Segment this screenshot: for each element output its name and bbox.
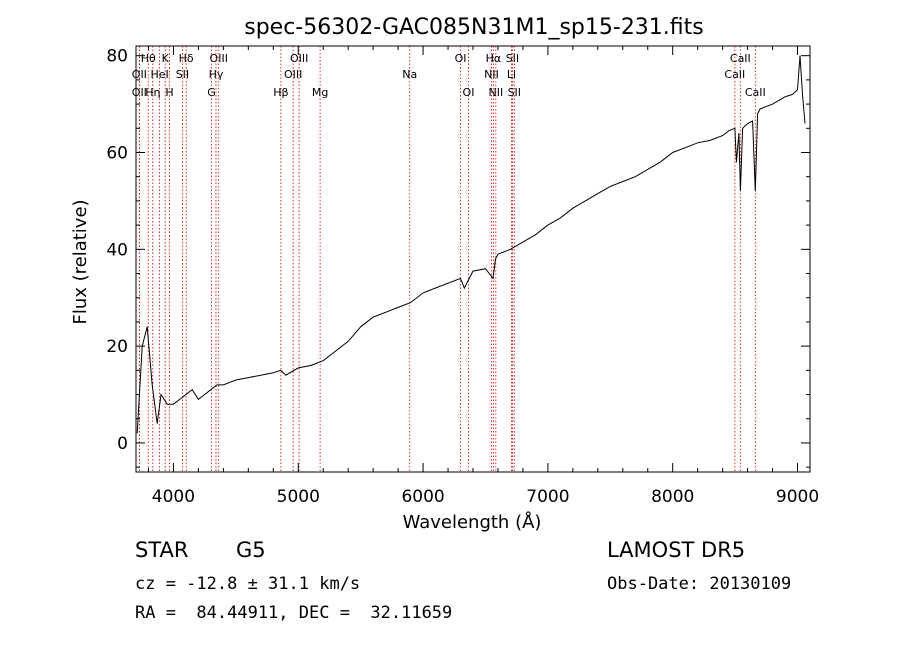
spectral-line-label: Mg	[312, 86, 328, 99]
spectral-line-label: OIII	[284, 68, 302, 81]
x-tick-label: 9000	[776, 487, 819, 507]
spectral-line-label: SII	[506, 52, 519, 65]
y-axis-label: Flux (relative)	[70, 199, 91, 324]
y-tick-label: 40	[106, 240, 128, 260]
object-class: STAR	[135, 538, 189, 562]
y-tick-label: 60	[106, 144, 128, 164]
y-tick-label: 0	[117, 434, 128, 454]
spectral-line-label: CaII	[745, 86, 766, 99]
redshift-cz: cz = -12.8 ± 31.1 km/s	[135, 574, 361, 594]
spectral-line-label: Hα	[486, 52, 502, 65]
spectral-line-label: NII	[484, 68, 499, 81]
y-tick-label: 80	[106, 47, 128, 67]
x-tick-label: 5000	[277, 487, 320, 507]
spectral-line-label: K	[162, 52, 170, 65]
y-tick-label: 20	[106, 337, 128, 357]
spectral-line-label: G	[207, 86, 216, 99]
spectral-line-label: CaII	[724, 68, 745, 81]
spectral-line-label: Hη	[145, 86, 160, 99]
x-axis-label: Wavelength (Å)	[403, 511, 542, 533]
spectral-line-label: H	[165, 86, 173, 99]
survey-name: LAMOST DR5	[607, 538, 746, 562]
x-tick-label: 6000	[401, 487, 444, 507]
spectral-line-label: Na	[402, 68, 417, 81]
spectral-line-label: OI	[463, 86, 475, 99]
spectral-line-label: SII	[176, 68, 189, 81]
spectral-line-label: SII	[508, 86, 521, 99]
spectral-line-label: CaII	[730, 52, 751, 65]
spectral-line-label: OIII	[290, 52, 308, 65]
spectral-line-label: OII	[132, 68, 147, 81]
spectral-line-label: OIII	[210, 52, 228, 65]
chart-title: spec-56302-GAC085N31M1_sp15-231.fits	[244, 15, 704, 40]
spectrum-chart: spec-56302-GAC085N31M1_sp15-231.fits Hθ O…	[70, 15, 819, 533]
x-tick-label: 8000	[651, 487, 694, 507]
x-axis-ticks: 4000 5000 6000 7000 8000 9000	[147, 46, 819, 507]
spectral-line-label: Hγ	[209, 68, 224, 81]
x-tick-label: 4000	[152, 487, 195, 507]
spectral-line-markers	[138, 46, 756, 472]
ra-dec-coordinates: RA = 84.44911, DEC = 32.11659	[135, 603, 453, 623]
observation-date: Obs-Date: 20130109	[607, 574, 792, 594]
spectral-line-label: Hδ	[179, 52, 194, 65]
spectral-line-label: OI	[455, 52, 467, 65]
object-subclass: G5	[236, 538, 266, 562]
spectral-line-label: NII	[488, 86, 503, 99]
y-axis-ticks: 0 20 40 60 80	[106, 47, 810, 468]
x-tick-label: 7000	[526, 487, 569, 507]
spectral-line-label: Hβ	[273, 86, 288, 99]
spectral-line-label: Hθ	[141, 52, 156, 65]
spectral-line-label: Li	[507, 68, 516, 81]
plot-frame	[135, 45, 811, 473]
spectral-line-label: HeI	[150, 68, 168, 81]
spectrum-line	[136, 55, 806, 434]
